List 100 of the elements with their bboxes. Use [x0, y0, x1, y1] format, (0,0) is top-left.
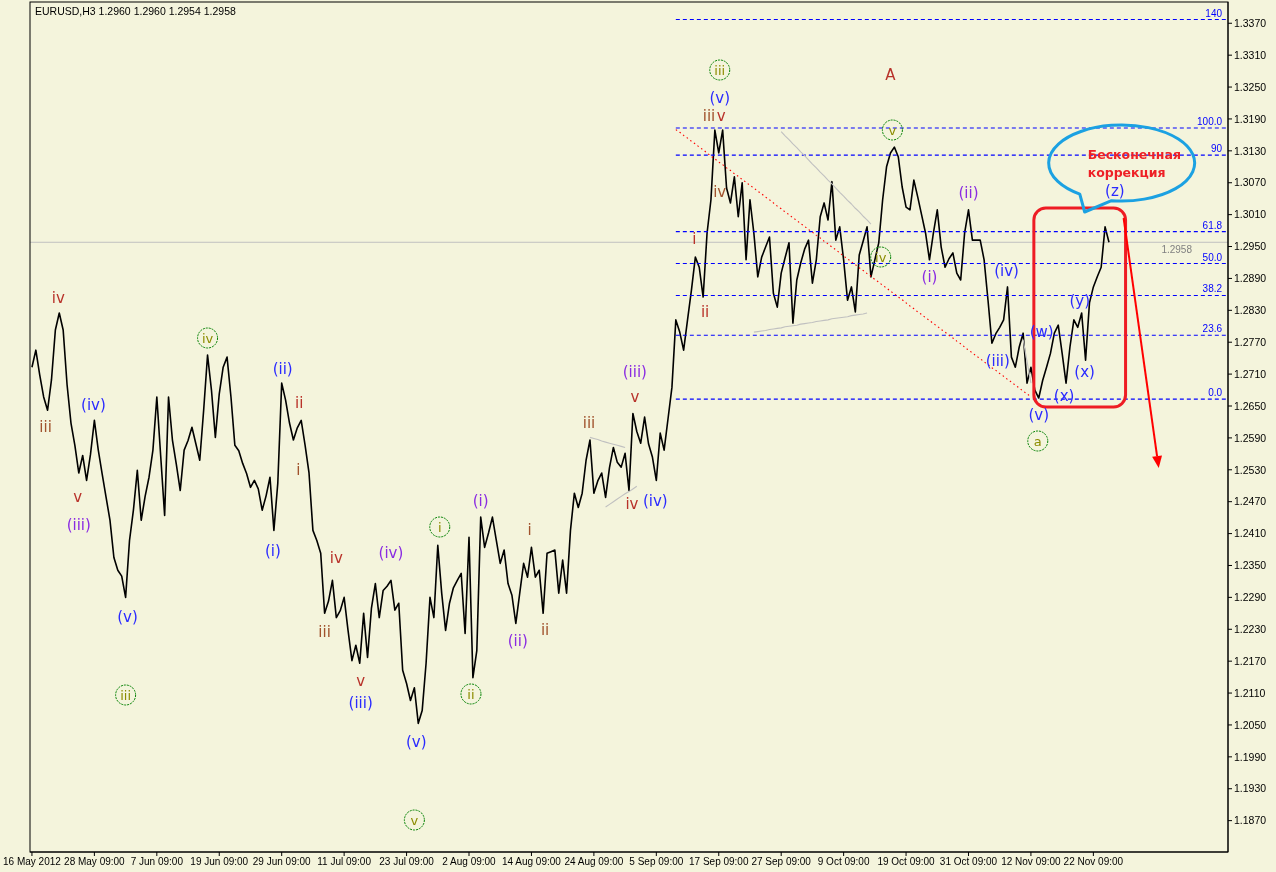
y-tick-label: 1.2290 — [1234, 591, 1267, 604]
y-tick-label: 1.2590 — [1234, 431, 1267, 444]
annotation: i — [437, 519, 442, 535]
x-tick-label: 9 Oct 09:00 — [817, 856, 870, 868]
series-label: 38.2 — [1202, 283, 1223, 295]
annotation: i — [692, 230, 697, 248]
annotation: iv — [51, 289, 65, 307]
x-tick-label: 12 Nov 09:00 — [1001, 856, 1062, 868]
annotation: Бесконечная коррекция — [1087, 147, 1181, 180]
annotation: (i) — [921, 268, 938, 286]
y-tick-label: 1.1990 — [1234, 750, 1267, 763]
annotation: iii — [318, 623, 331, 641]
x-tick-label: 28 May 09:00 — [64, 856, 126, 868]
y-tick-label: 1.2890 — [1234, 272, 1267, 285]
annotation: (v) — [709, 89, 731, 107]
annotation: v — [410, 812, 419, 828]
annotation: (ii) — [507, 632, 528, 650]
series-label: 61.8 — [1202, 219, 1223, 231]
y-tick-label: 1.2710 — [1234, 367, 1267, 380]
annotation: v — [356, 672, 366, 690]
annotation: (iii) — [985, 352, 1010, 370]
annotation: ii — [295, 394, 304, 412]
line-series — [675, 129, 1032, 398]
line-series — [780, 131, 872, 225]
series-label: 0.0 — [1208, 387, 1223, 399]
annotation: iii — [702, 107, 716, 125]
annotation: iii — [39, 418, 52, 436]
annotation: (y) — [1069, 292, 1091, 310]
y-tick-label: 1.1870 — [1234, 814, 1267, 827]
y-tick-label: 1.2950 — [1234, 240, 1267, 253]
y-tick-label: 1.2830 — [1234, 304, 1267, 317]
y-tick-label: 1.2110 — [1234, 686, 1266, 699]
x-tick-label: 14 Aug 09:00 — [501, 856, 562, 868]
y-tick-label: 1.3190 — [1234, 112, 1267, 125]
x-tick-label: 23 Jul 09:00 — [379, 856, 435, 868]
series-label: 50.0 — [1202, 251, 1223, 263]
annotation: (iii) — [66, 516, 91, 534]
x-tick-label: 7 Jun 09:00 — [130, 856, 184, 868]
y-tick-label: 1.3370 — [1234, 16, 1267, 29]
annotation: (iii) — [622, 363, 647, 381]
annotation: iii — [714, 62, 726, 78]
annotation: a — [1033, 433, 1042, 449]
x-tick-label: 11 Jul 09:00 — [317, 856, 372, 868]
annotation: iv — [875, 249, 887, 265]
annotation: i — [527, 521, 532, 539]
y-tick-label: 1.3070 — [1234, 176, 1267, 189]
annotation: (ii) — [272, 360, 293, 378]
line-series — [605, 485, 638, 508]
annotation: iii — [582, 414, 596, 432]
annotation: iv — [201, 330, 214, 346]
annotation: (iv) — [994, 262, 1019, 280]
annotation: (iv) — [81, 396, 106, 414]
ref-line-label: 1.2958 — [1161, 244, 1193, 256]
y-tick-label: 1.3130 — [1234, 144, 1267, 157]
annotation: v — [630, 388, 640, 406]
line-series — [753, 312, 868, 333]
series-label: 23.6 — [1202, 323, 1223, 335]
annotation: (v) — [1028, 406, 1050, 424]
x-tick-label: 19 Oct 09:00 — [877, 856, 936, 868]
x-tick-label: 29 Jun 09:00 — [252, 856, 312, 868]
line-series — [589, 436, 626, 449]
x-tick-label: 5 Sep 09:00 — [629, 856, 684, 868]
y-tick-label: 1.2410 — [1234, 527, 1267, 540]
annotation: A — [885, 66, 897, 84]
series-label: 90 — [1210, 143, 1223, 155]
x-tick-label: 24 Aug 09:00 — [564, 856, 624, 868]
annotation: (iv) — [378, 544, 404, 562]
x-tick-label: 17 Sep 09:00 — [689, 856, 749, 868]
y-tick-label: 1.1930 — [1234, 782, 1267, 795]
y-tick-label: 1.2530 — [1234, 463, 1267, 476]
annotation: iv — [625, 495, 639, 513]
annotation: (i) — [264, 542, 281, 560]
x-tick-label: 2 Aug 09:00 — [442, 856, 497, 868]
annotation: (ii) — [958, 184, 979, 202]
annotation: i — [296, 461, 301, 479]
annotation: (x) — [1074, 363, 1095, 381]
series-label: 100.0 — [1197, 115, 1223, 127]
y-tick-label: 1.2050 — [1234, 718, 1267, 731]
x-tick-label: 22 Nov 09:00 — [1063, 856, 1124, 868]
chart-title: EURUSD,H3 1.2960 1.2960 1.2954 1.2958 — [35, 5, 236, 17]
x-tick-label: 27 Sep 09:00 — [751, 856, 812, 868]
annotation: iii — [120, 687, 132, 703]
y-tick-label: 1.3010 — [1234, 208, 1267, 221]
annotation: iv — [329, 549, 343, 567]
annotation: (v) — [117, 608, 138, 626]
y-tick-label: 1.2650 — [1234, 399, 1267, 412]
series-label: 140 — [1205, 7, 1223, 19]
annotation: v — [888, 122, 897, 138]
x-tick-label: 31 Oct 09:00 — [939, 856, 998, 868]
annotation: (z) — [1105, 182, 1125, 200]
x-tick-label: 16 May 2012 — [3, 856, 62, 868]
annotation: ii — [467, 686, 475, 702]
annotation: iv — [713, 183, 727, 201]
x-tick-label: 19 Jun 09:00 — [190, 856, 249, 868]
annotation: v — [716, 107, 726, 125]
annotation: (i) — [472, 492, 489, 510]
y-tick-label: 1.2770 — [1234, 335, 1267, 348]
annotation: v — [73, 488, 83, 506]
y-tick-label: 1.2350 — [1234, 559, 1267, 572]
annotation: ii — [540, 621, 550, 639]
